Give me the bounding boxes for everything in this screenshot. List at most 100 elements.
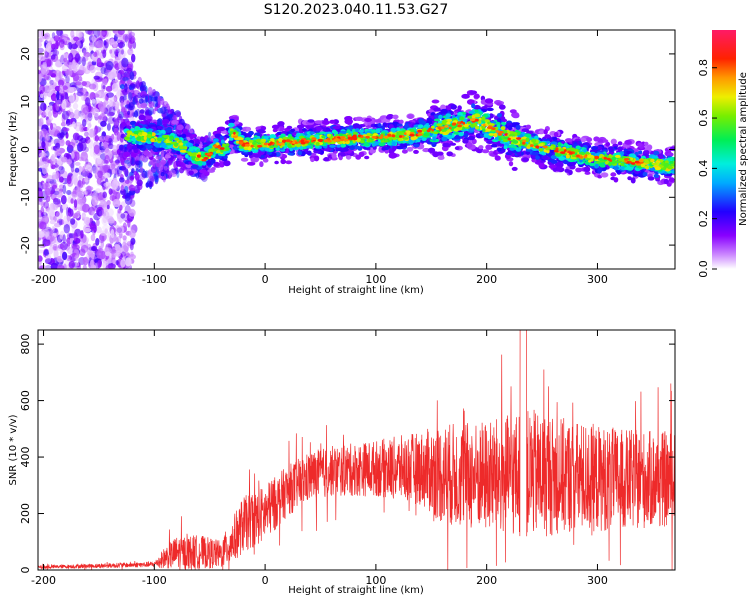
spectrogram-noise — [56, 30, 63, 37]
spectrogram-ridge — [188, 170, 194, 176]
spectrogram-noise — [112, 198, 121, 208]
spectrogram-ridge — [339, 148, 346, 153]
spectrogram-ridge — [431, 99, 440, 104]
spectrogram-noise — [88, 83, 97, 90]
spectrogram-noise — [38, 72, 42, 83]
spectrogram-noise — [109, 96, 117, 103]
spectrogram-ridge — [436, 151, 444, 156]
spectrogram-noise — [45, 36, 54, 45]
spectrogram-ridge — [244, 137, 251, 141]
spectrogram-ridge — [177, 161, 183, 166]
spectrogram-noise — [108, 143, 114, 150]
spectrogram-noise — [95, 226, 102, 234]
spectrogram-noise — [160, 159, 167, 165]
spectrogram-noise — [76, 210, 81, 217]
spectrogram-noise — [38, 249, 44, 254]
spectrogram-noise — [42, 110, 46, 117]
spectrogram-noise — [45, 206, 51, 212]
spectrogram-noise — [102, 92, 107, 101]
spectrogram-noise — [117, 36, 121, 44]
spectrogram-noise — [63, 215, 68, 225]
spectrogram-noise — [87, 250, 94, 256]
spectrogram-ridge — [603, 139, 609, 143]
spectrogram-ridge — [176, 124, 184, 131]
spectrogram-ridge — [181, 133, 187, 138]
spectrogram-noise — [63, 223, 70, 234]
spectrogram-noise — [100, 230, 107, 237]
spectrogram-noise — [66, 144, 74, 154]
spectrogram-ridge — [517, 153, 522, 157]
spectrogram-ridge — [374, 119, 382, 123]
spectrogram-ridge — [437, 155, 445, 160]
spectrogram-noise — [40, 206, 45, 216]
spectrogram-noise — [74, 109, 80, 119]
spectrogram-ridge — [557, 142, 562, 147]
spectrogram-noise — [83, 221, 88, 227]
spectrogram-noise — [40, 102, 47, 112]
spectrogram-noise — [98, 234, 105, 244]
spectrogram-ridge — [494, 155, 501, 161]
spectrogram-ridge — [329, 119, 336, 124]
spectrogram-noise — [102, 206, 108, 213]
spectrogram-noise — [140, 86, 147, 91]
spectrogram-noise — [92, 164, 97, 174]
spectrogram-ridge — [285, 160, 293, 165]
spectrogram-noise — [38, 230, 45, 238]
spectrogram-noise — [40, 114, 45, 123]
spectrogram-noise — [55, 211, 63, 221]
spectrogram-noise — [103, 172, 111, 179]
spectrogram-ridge — [458, 132, 464, 137]
spectrogram-noise — [105, 247, 112, 253]
spectrogram-noise — [76, 262, 80, 267]
spectrogram-ridge — [663, 178, 669, 185]
spectrogram-noise — [91, 98, 96, 104]
spectrogram-ridge — [324, 148, 332, 152]
spectrogram-noise — [123, 94, 127, 101]
spectrogram-noise — [38, 161, 45, 166]
spectrogram-noise — [98, 31, 106, 36]
spectrogram-ridge — [446, 151, 454, 157]
spectrogram-noise — [152, 89, 156, 95]
spectrogram-ridge — [542, 155, 549, 160]
spectrogram-noise — [124, 179, 130, 185]
spectrogram-noise — [55, 149, 60, 156]
spectrogram-noise — [128, 253, 136, 260]
spectrogram-noise — [55, 190, 63, 198]
spectrogram-noise — [41, 164, 48, 175]
spectrogram-noise — [126, 79, 132, 85]
spectrogram-noise — [152, 108, 156, 115]
spectrogram-noise — [105, 251, 111, 257]
spectrogram-noise — [57, 79, 65, 88]
spectrogram-ridge — [432, 136, 437, 141]
spectrogram-noise — [95, 165, 99, 175]
spectrogram-ridge — [617, 141, 623, 146]
spectrogram-noise — [59, 84, 64, 94]
spectrogram-ridge — [375, 128, 381, 134]
spectrogram-noise — [61, 203, 69, 210]
spectrogram-noise — [68, 52, 74, 63]
spectrogram-noise — [102, 224, 110, 231]
spectrogram-noise — [68, 111, 75, 119]
spectrogram-noise — [113, 118, 120, 129]
spectrogram-noise — [38, 198, 41, 205]
spectrogram-noise — [50, 262, 58, 269]
spectrogram-noise — [149, 160, 154, 166]
spectrogram-noise — [49, 202, 56, 212]
spectrogram-noise — [44, 265, 52, 269]
spectrogram-noise — [110, 228, 115, 239]
spectrogram-noise — [117, 30, 125, 35]
spectrogram-noise — [86, 243, 92, 251]
spectrogram-noise — [122, 241, 127, 249]
spectrogram-noise — [134, 160, 142, 166]
spectrogram-noise — [98, 102, 106, 110]
spectrogram-noise — [57, 243, 65, 250]
spectrogram-noise — [38, 152, 47, 158]
spectrogram-ridge — [671, 170, 675, 174]
spectrogram-noise — [176, 170, 180, 179]
spectrogram-ridge — [322, 120, 330, 125]
spectrogram-noise — [38, 42, 43, 48]
spectrogram-noise — [116, 248, 122, 253]
spectrogram-noise — [56, 132, 63, 139]
spectrogram-noise — [59, 176, 64, 183]
